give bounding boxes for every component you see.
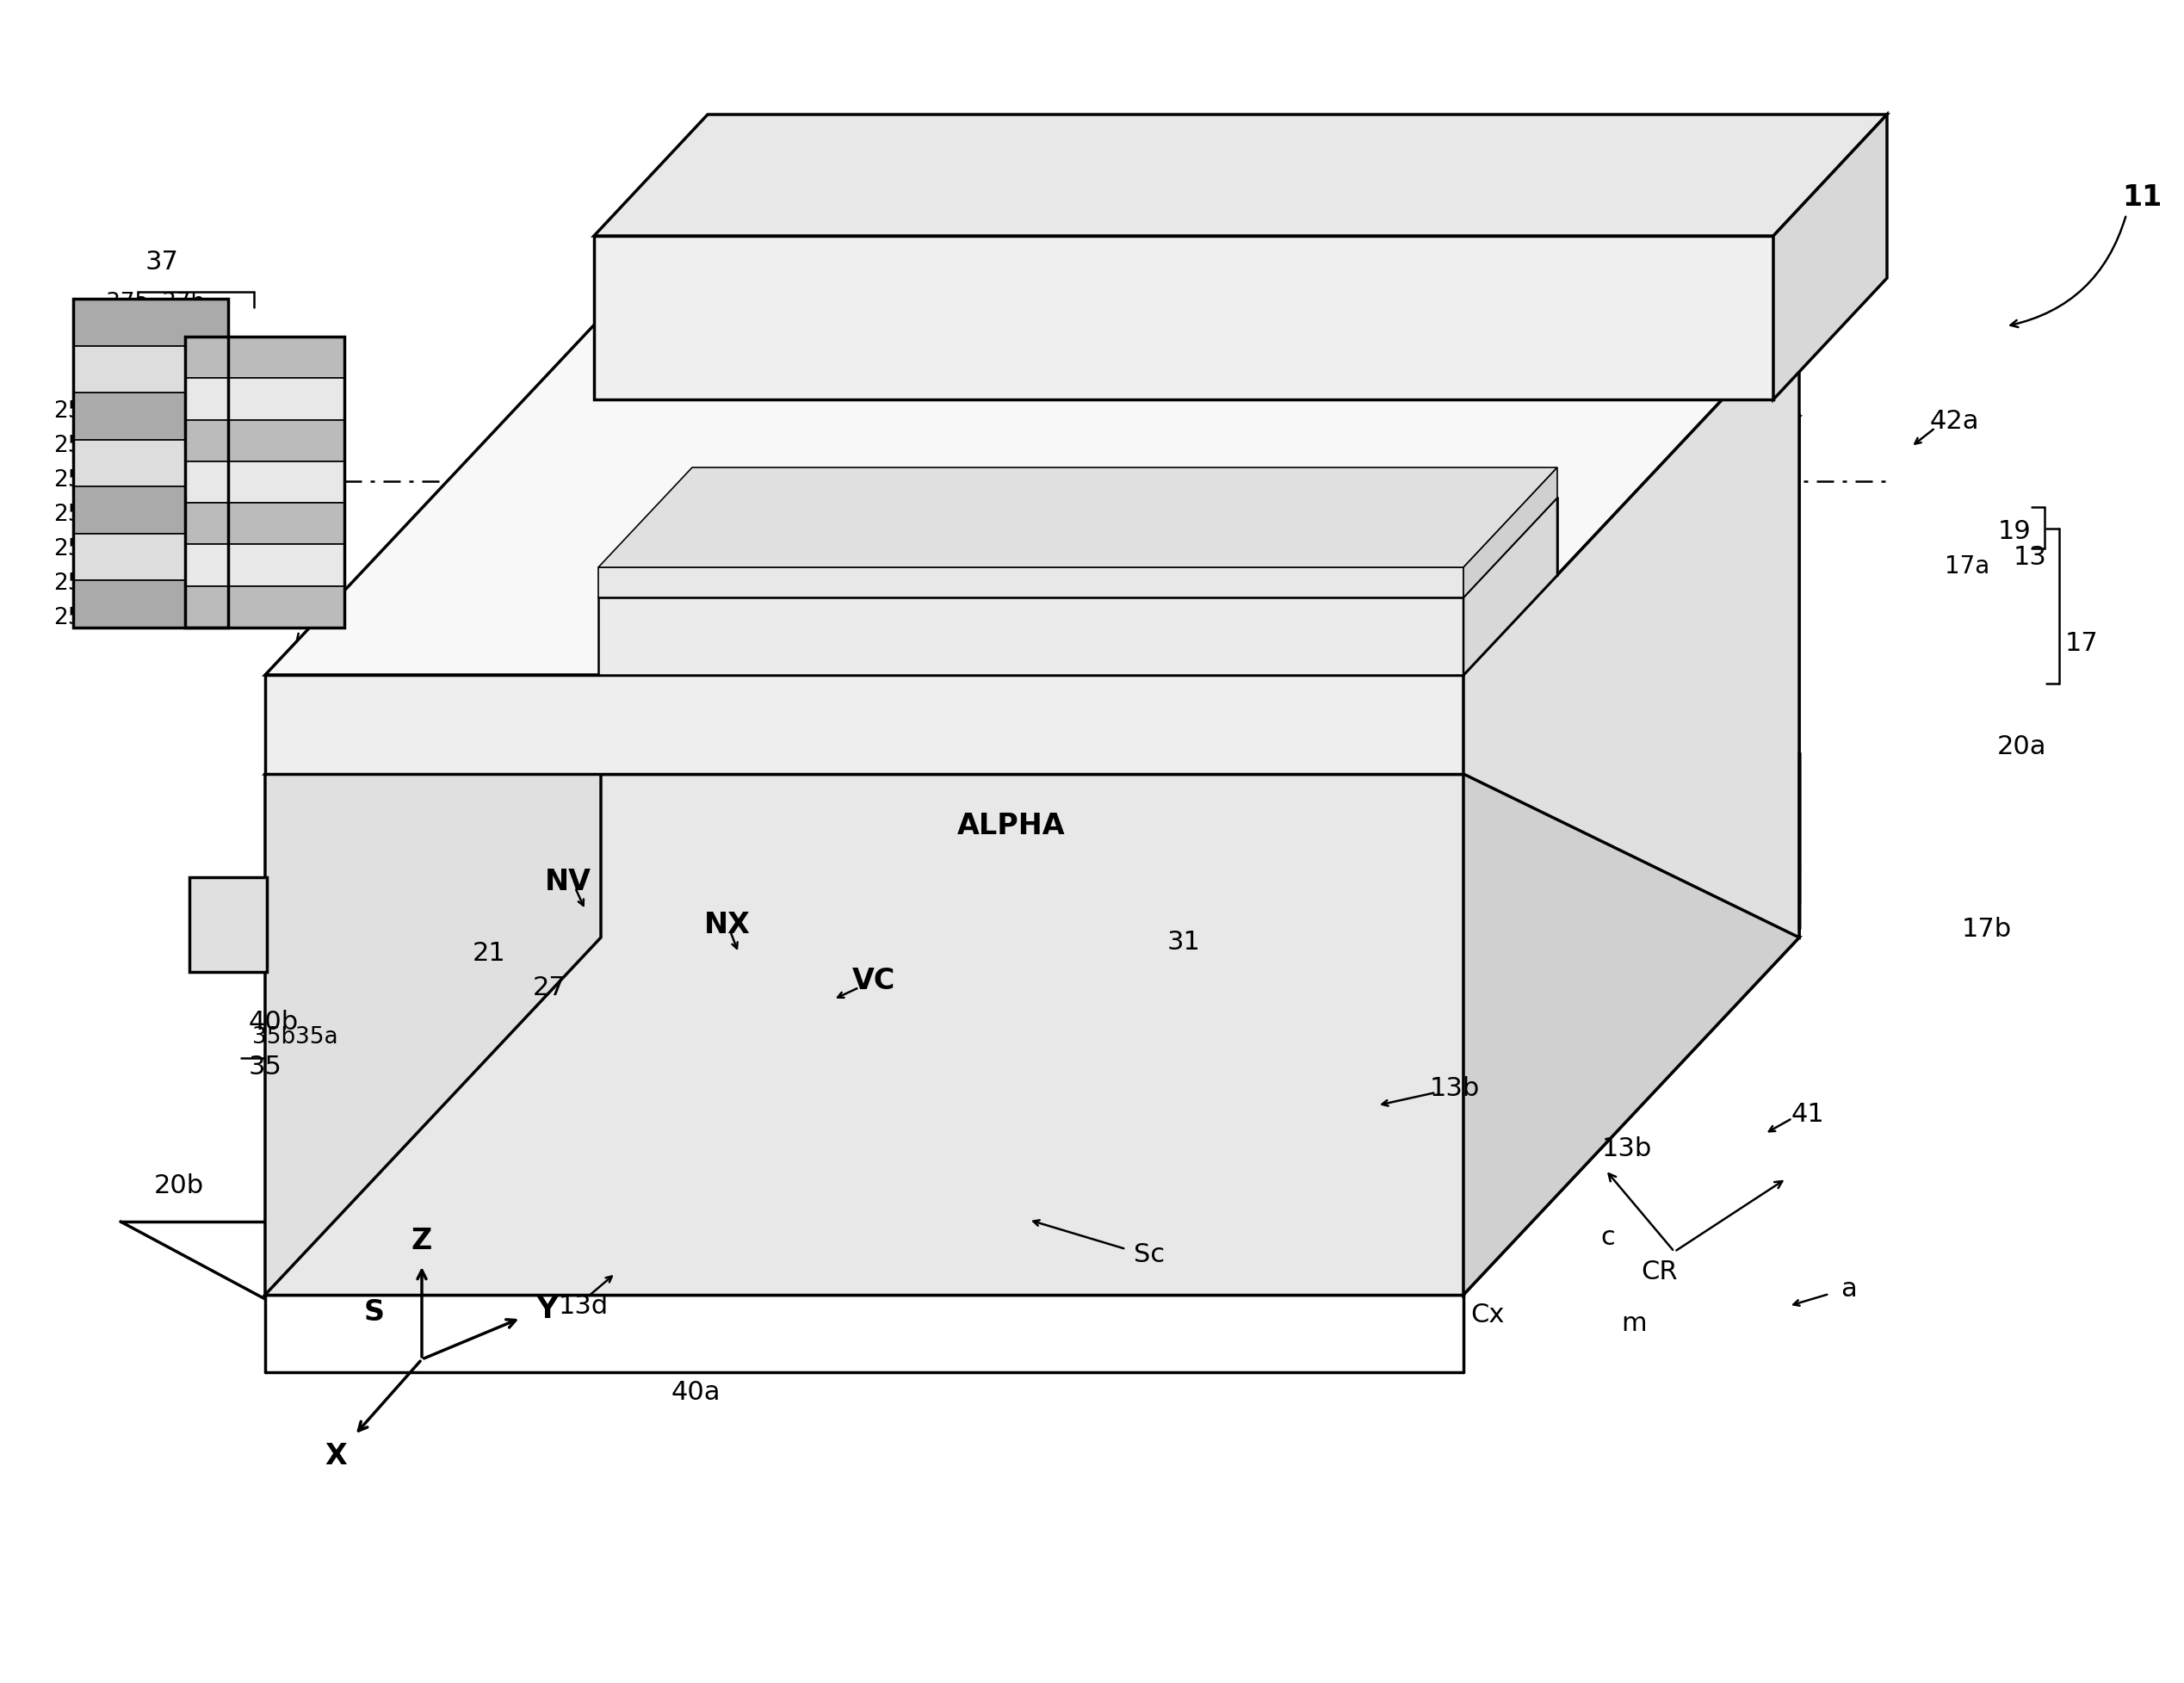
Text: 13b: 13b	[1431, 1075, 1481, 1101]
Text: 21: 21	[472, 941, 507, 966]
Polygon shape	[264, 417, 601, 1294]
Text: 29: 29	[1723, 251, 1756, 274]
Text: 11: 11	[2123, 183, 2162, 212]
Text: NX: NX	[784, 300, 830, 328]
Polygon shape	[598, 597, 1463, 675]
Text: 37b: 37b	[162, 291, 205, 315]
Text: S: S	[365, 1298, 384, 1326]
Text: LIX: LIX	[852, 695, 904, 724]
Text: Z: Z	[411, 1227, 432, 1256]
Text: 25: 25	[245, 468, 284, 496]
Polygon shape	[264, 417, 1800, 774]
Polygon shape	[594, 237, 1773, 401]
Text: NV: NV	[546, 868, 592, 895]
Text: 13a,19a: 13a,19a	[1184, 629, 1286, 653]
Text: 42b: 42b	[1162, 173, 1212, 197]
Text: c: c	[1601, 1225, 1616, 1250]
Bar	[186, 587, 345, 628]
Bar	[74, 300, 227, 628]
Text: CR: CR	[1642, 1259, 1677, 1284]
Bar	[74, 300, 227, 347]
Text: 25b: 25b	[52, 539, 96, 560]
Bar	[74, 394, 227, 441]
Text: 27: 27	[533, 974, 566, 1000]
Polygon shape	[1463, 417, 1800, 1294]
Text: 20b: 20b	[155, 1173, 203, 1198]
Text: 35a: 35a	[295, 1025, 339, 1049]
Text: 13b: 13b	[1601, 1136, 1651, 1161]
Text: 19: 19	[1998, 520, 2031, 544]
Text: m-n: m-n	[1747, 190, 1800, 215]
Polygon shape	[264, 675, 1463, 774]
Polygon shape	[692, 498, 1557, 576]
Text: Y: Y	[537, 1296, 557, 1325]
Bar	[74, 488, 227, 534]
Text: DSUB: DSUB	[1690, 810, 1780, 838]
Text: 25b: 25b	[52, 606, 96, 629]
Text: 17b: 17b	[1961, 917, 2011, 942]
Polygon shape	[598, 567, 1463, 597]
Text: 37: 37	[144, 251, 179, 274]
Polygon shape	[1773, 116, 1887, 401]
Text: 40b: 40b	[249, 1010, 299, 1035]
Text: 31a: 31a	[850, 433, 898, 458]
Text: 20a: 20a	[1996, 734, 2046, 759]
Bar	[186, 337, 345, 628]
Polygon shape	[1463, 468, 1557, 597]
Text: 13d: 13d	[559, 1294, 609, 1318]
Polygon shape	[598, 468, 1557, 567]
Text: 15: 15	[1352, 512, 1385, 537]
Polygon shape	[264, 318, 1800, 675]
Bar	[186, 503, 345, 545]
Text: 31: 31	[1166, 929, 1201, 954]
Text: a: a	[1841, 1276, 1856, 1301]
Polygon shape	[598, 498, 1557, 597]
Text: 41: 41	[1791, 1102, 1824, 1126]
Text: 25b: 25b	[52, 401, 96, 422]
Bar	[186, 545, 345, 587]
Polygon shape	[594, 116, 1887, 237]
Text: ALPHA: ALPHA	[957, 811, 1066, 840]
Text: 35: 35	[249, 1055, 282, 1079]
Text: Sc: Sc	[1133, 1242, 1164, 1267]
Bar	[186, 379, 345, 421]
Bar	[74, 441, 227, 488]
Text: 35b: 35b	[251, 1025, 295, 1049]
Text: m: m	[1621, 1311, 1647, 1336]
Text: 39: 39	[170, 382, 205, 407]
Polygon shape	[264, 774, 1463, 1294]
Text: 37a: 37a	[107, 291, 149, 315]
Text: 23: 23	[507, 555, 539, 581]
Text: 25a: 25a	[52, 434, 96, 456]
Text: 25a: 25a	[52, 503, 96, 525]
Text: NX: NX	[703, 911, 751, 939]
Text: VC: VC	[852, 966, 895, 995]
Bar	[186, 461, 345, 503]
Text: 13c: 13c	[631, 586, 679, 611]
Polygon shape	[1463, 498, 1557, 675]
Text: 42a: 42a	[1928, 409, 1979, 434]
Text: 25a: 25a	[52, 572, 96, 594]
Bar	[186, 421, 345, 461]
Bar	[74, 347, 227, 394]
Bar	[186, 337, 345, 379]
Polygon shape	[264, 937, 1800, 1294]
Polygon shape	[1463, 318, 1800, 937]
Text: 25b: 25b	[52, 470, 96, 491]
Bar	[74, 581, 227, 628]
Text: 17: 17	[2064, 631, 2099, 656]
Text: X: X	[325, 1442, 347, 1469]
Text: 17a: 17a	[1944, 554, 1990, 579]
Text: 40a: 40a	[670, 1380, 721, 1405]
Text: 13: 13	[2014, 545, 2046, 571]
Bar	[74, 534, 227, 581]
Text: Cx: Cx	[1470, 1303, 1505, 1328]
Text: 33: 33	[511, 453, 544, 476]
Bar	[190, 877, 266, 973]
